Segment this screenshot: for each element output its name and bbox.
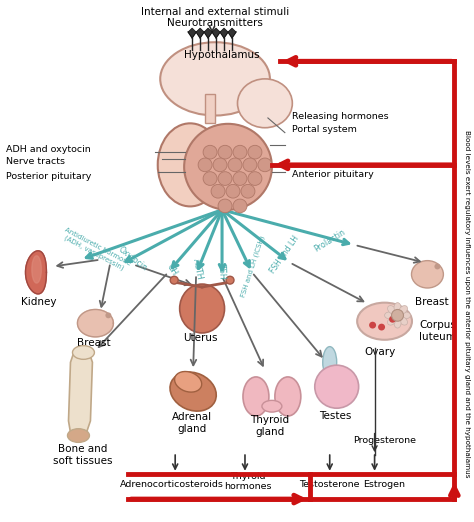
Text: Corpus
luteum: Corpus luteum — [419, 320, 456, 342]
Ellipse shape — [399, 317, 408, 325]
Text: Ovary: Ovary — [364, 348, 395, 358]
Text: Kidney: Kidney — [21, 296, 56, 306]
Circle shape — [226, 276, 234, 284]
Circle shape — [378, 324, 385, 330]
Circle shape — [198, 158, 212, 172]
Text: Anterior pituitary: Anterior pituitary — [292, 170, 374, 179]
Circle shape — [233, 145, 247, 159]
Ellipse shape — [384, 312, 394, 319]
Text: Internal and external stimuli: Internal and external stimuli — [141, 7, 289, 17]
Circle shape — [233, 199, 247, 213]
Circle shape — [392, 310, 403, 321]
Text: ACTH: ACTH — [191, 258, 205, 281]
Circle shape — [243, 158, 257, 172]
Text: Posterior pituitary: Posterior pituitary — [6, 172, 91, 181]
Text: Testes: Testes — [319, 411, 352, 421]
Text: GH: GH — [165, 262, 179, 277]
Ellipse shape — [394, 318, 401, 328]
Circle shape — [434, 264, 440, 269]
Circle shape — [241, 184, 255, 198]
Text: Uterus: Uterus — [183, 333, 218, 343]
Circle shape — [248, 172, 262, 185]
Text: ADH and oxytocin: ADH and oxytocin — [6, 145, 91, 154]
Ellipse shape — [73, 346, 94, 359]
Text: Nerve tracts: Nerve tracts — [6, 158, 64, 167]
Text: Breast: Breast — [415, 296, 448, 306]
Ellipse shape — [184, 124, 272, 210]
Ellipse shape — [275, 377, 301, 416]
Ellipse shape — [237, 79, 292, 128]
Polygon shape — [32, 256, 41, 283]
Circle shape — [248, 145, 262, 159]
Ellipse shape — [411, 260, 443, 288]
Circle shape — [218, 172, 232, 185]
Ellipse shape — [158, 123, 222, 206]
Polygon shape — [196, 28, 204, 38]
Polygon shape — [26, 251, 46, 294]
Circle shape — [228, 158, 242, 172]
Text: TSH: TSH — [217, 263, 227, 278]
Ellipse shape — [401, 312, 410, 319]
Polygon shape — [204, 28, 212, 38]
Text: Breast: Breast — [77, 338, 110, 348]
Ellipse shape — [262, 400, 282, 412]
Text: Adrenal
gland: Adrenal gland — [172, 412, 212, 434]
Circle shape — [258, 158, 272, 172]
Ellipse shape — [170, 372, 216, 411]
Text: Oxytocin: Oxytocin — [116, 245, 148, 272]
Circle shape — [233, 172, 247, 185]
Circle shape — [211, 184, 225, 198]
Circle shape — [389, 316, 396, 323]
Ellipse shape — [388, 305, 396, 314]
Circle shape — [315, 365, 359, 408]
Text: Bone and
soft tissues: Bone and soft tissues — [53, 444, 112, 466]
Circle shape — [170, 276, 178, 284]
Polygon shape — [205, 93, 215, 123]
Text: Estrogen: Estrogen — [364, 480, 406, 489]
Circle shape — [218, 145, 232, 159]
Text: Adrenocorticosteroids: Adrenocorticosteroids — [120, 480, 224, 489]
Text: FSH and LH (ICSH): FSH and LH (ICSH) — [240, 235, 266, 298]
Circle shape — [203, 172, 217, 185]
Text: FSH and LH: FSH and LH — [269, 234, 301, 276]
Ellipse shape — [394, 303, 401, 313]
Text: Progesterone: Progesterone — [353, 436, 416, 445]
Ellipse shape — [67, 429, 90, 442]
Ellipse shape — [180, 284, 225, 333]
Ellipse shape — [323, 347, 337, 378]
Ellipse shape — [160, 42, 270, 115]
Text: Antidiuretic hormone
(ADH, vasopressin): Antidiuretic hormone (ADH, vasopressin) — [60, 227, 131, 273]
Circle shape — [203, 145, 217, 159]
Text: Prolactin: Prolactin — [312, 227, 347, 253]
Polygon shape — [220, 28, 228, 38]
Ellipse shape — [399, 305, 408, 314]
Polygon shape — [69, 351, 92, 438]
Ellipse shape — [357, 303, 412, 340]
Circle shape — [105, 313, 111, 318]
Circle shape — [369, 322, 376, 328]
Polygon shape — [228, 28, 236, 38]
Text: Releasing hormones: Releasing hormones — [292, 112, 389, 121]
Text: Testosterone: Testosterone — [300, 480, 360, 489]
Text: Thyroid
hormones: Thyroid hormones — [224, 472, 272, 491]
Polygon shape — [188, 28, 196, 38]
Ellipse shape — [388, 317, 396, 325]
Text: Blood levels exert regulatory influences upon the anterior pituitary gland and t: Blood levels exert regulatory influences… — [465, 130, 470, 478]
Text: Hypothalamus: Hypothalamus — [184, 51, 260, 61]
Polygon shape — [77, 310, 113, 337]
Polygon shape — [212, 28, 220, 38]
Ellipse shape — [174, 372, 202, 392]
Text: Portal system: Portal system — [292, 125, 357, 134]
Circle shape — [226, 184, 240, 198]
Text: Neurotransmitters: Neurotransmitters — [167, 18, 263, 28]
Circle shape — [213, 158, 227, 172]
Circle shape — [218, 199, 232, 213]
Text: Thyroid
gland: Thyroid gland — [250, 415, 290, 436]
Ellipse shape — [243, 377, 269, 416]
